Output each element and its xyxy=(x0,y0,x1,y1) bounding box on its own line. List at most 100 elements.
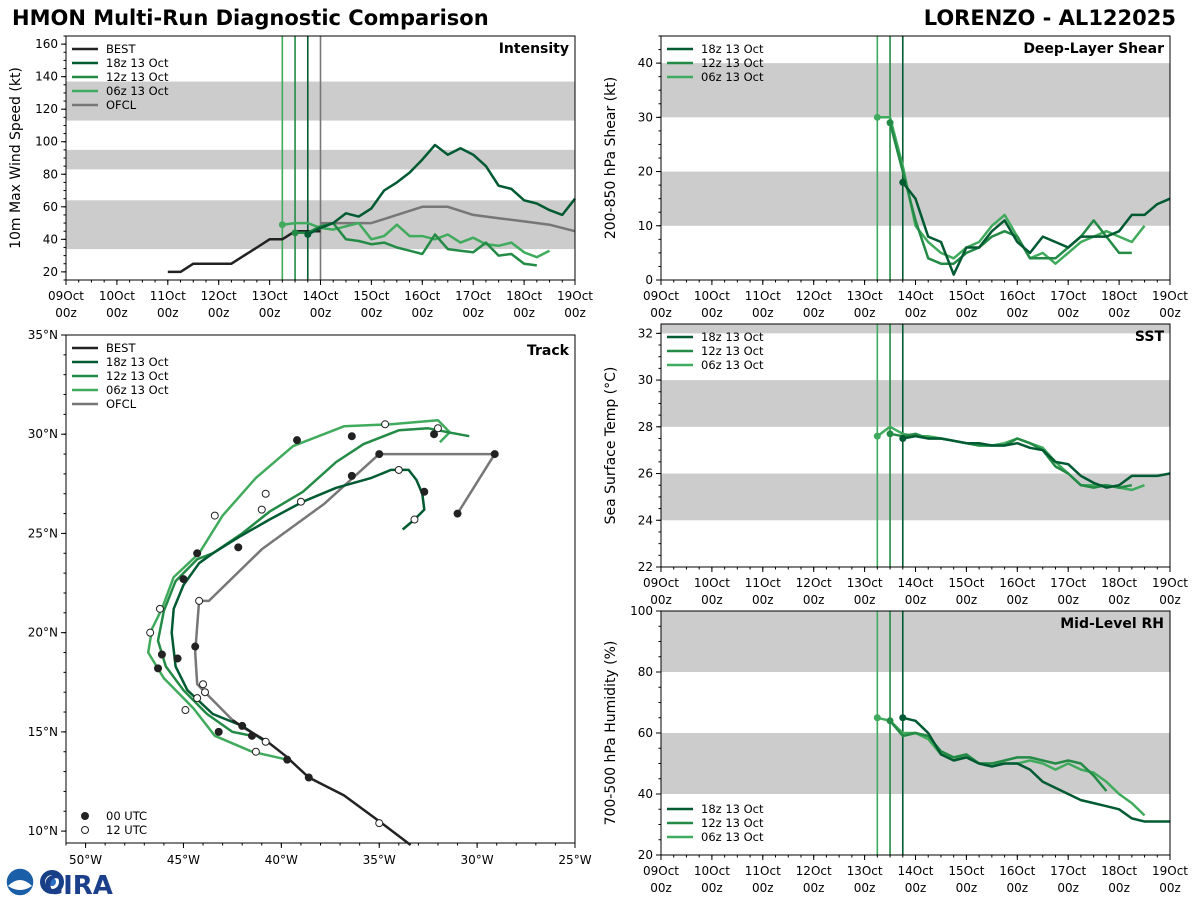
track-legend-label: 06z 13 Oct xyxy=(106,383,169,397)
track-marker-00utc xyxy=(453,509,462,518)
intensity-ytick-label: 160 xyxy=(35,37,58,51)
rh-legend-label: 12z 13 Oct xyxy=(701,816,764,830)
track-marker-00utc xyxy=(430,430,439,439)
shear-xtick-label-hour: 00z xyxy=(854,306,876,320)
intensity-init-point xyxy=(291,229,299,237)
sst-ytick-label: 26 xyxy=(638,467,653,481)
track-marker-12utc xyxy=(433,424,442,433)
sst-xtick-label: 15Oct xyxy=(948,576,984,590)
intensity-series-run18 xyxy=(307,143,576,236)
rh-ytick-label: 60 xyxy=(638,726,653,740)
intensity-xtick-label: 10Oct xyxy=(99,289,135,303)
noaa-cira-logo: CIRA xyxy=(4,866,114,901)
shear-ytick-label: 10 xyxy=(638,219,653,233)
intensity-ylabel: 10m Max Wind Speed (kt) xyxy=(8,67,24,249)
sst-xtick-label-hour: 00z xyxy=(752,593,774,607)
shear-xtick-label-hour: 00z xyxy=(1108,306,1130,320)
shear-xtick-label-hour: 00z xyxy=(650,306,672,320)
intensity-series-run06 xyxy=(282,221,551,259)
track-marker-00utc xyxy=(154,664,163,673)
rh-xtick-label: 15Oct xyxy=(948,864,984,878)
rh-xtick-label: 17Oct xyxy=(1050,864,1086,878)
intensity-ytick-label: 100 xyxy=(35,135,58,149)
shear-ytick-label: 30 xyxy=(638,110,653,124)
rh-xtick-label-hour: 00z xyxy=(701,881,723,895)
rh-xtick-label-hour: 00z xyxy=(1108,881,1130,895)
track-marker-12utc xyxy=(251,747,260,756)
track-frame xyxy=(65,334,576,844)
shear-xtick-label: 19Oct xyxy=(1152,289,1188,303)
sst-xtick-label: 17Oct xyxy=(1050,576,1086,590)
rh-xtick-label-hour: 00z xyxy=(1057,881,1079,895)
intensity-xtick-label-hour: 00z xyxy=(462,306,484,320)
intensity-xtick-label-hour: 00z xyxy=(564,306,586,320)
track-marker-00utc xyxy=(247,731,256,740)
intensity-legend-label: 18z 13 Oct xyxy=(106,56,169,70)
intensity-chart: 20 40 60 80 100 120 140 160 09Oct 00z 10Oct 00z 11Oc… xyxy=(8,35,593,320)
sst-xtick-label: 11Oct xyxy=(745,576,781,590)
sst-xtick-label-hour: 00z xyxy=(905,593,927,607)
sst-xtick-label-hour: 00z xyxy=(956,593,978,607)
sst-xtick-label: 19Oct xyxy=(1152,576,1188,590)
rh-init-point xyxy=(886,717,894,725)
sst-xtick-label-hour: 00z xyxy=(1057,593,1079,607)
track-marker-00utc xyxy=(238,721,247,730)
rh-xtick-label: 18Oct xyxy=(1101,864,1137,878)
sst-ytick-label: 22 xyxy=(638,560,653,574)
track-xtick-label: 30°W xyxy=(461,853,494,867)
track-marker-00utc xyxy=(193,549,202,558)
shear-legend-label: 12z 13 Oct xyxy=(701,56,764,70)
track-marker-00utc xyxy=(191,642,200,651)
shear-band xyxy=(661,63,1170,118)
sst-band xyxy=(661,473,1170,521)
intensity-xtick-label-hour: 00z xyxy=(513,306,535,320)
rh-xtick-label: 13Oct xyxy=(847,864,883,878)
shear-xtick-label-hour: 00z xyxy=(905,306,927,320)
shear-panel-title: Deep-Layer Shear xyxy=(1023,41,1164,57)
rh-series-run18 xyxy=(902,716,1170,823)
rh-xtick-label: 09Oct xyxy=(643,864,679,878)
rh-xtick-label-hour: 00z xyxy=(752,881,774,895)
track-marker-00utc xyxy=(179,575,188,584)
shear-xtick-label-hour: 00z xyxy=(752,306,774,320)
track-marker-legend-label: 00 UTC xyxy=(106,809,147,823)
intensity-xtick-label-hour: 00z xyxy=(208,306,230,320)
shear-xtick-label-hour: 00z xyxy=(1057,306,1079,320)
sst-xtick-label: 09Oct xyxy=(643,576,679,590)
intensity-xtick-label: 18Oct xyxy=(506,289,542,303)
sst-legend-label: 18z 13 Oct xyxy=(701,330,764,344)
intensity-xtick-label-hour: 00z xyxy=(106,306,128,320)
rh-xtick-label-hour: 00z xyxy=(1159,881,1181,895)
track-marker-00utc xyxy=(420,487,429,496)
sst-xtick-label: 14Oct xyxy=(897,576,933,590)
sst-xtick-label-hour: 00z xyxy=(854,593,876,607)
intensity-xtick-label: 11Oct xyxy=(150,289,186,303)
track-legend-label: 18z 13 Oct xyxy=(106,355,169,369)
sst-xtick-label-hour: 00z xyxy=(701,593,723,607)
figure-title-left: HMON Multi-Run Diagnostic Comparison xyxy=(12,6,489,30)
shear-xtick-label: 11Oct xyxy=(745,289,781,303)
intensity-xtick-label: 12Oct xyxy=(201,289,237,303)
intensity-init-point xyxy=(278,221,286,229)
intensity-legend-label: BEST xyxy=(106,42,136,56)
shear-xtick-label-hour: 00z xyxy=(1007,306,1029,320)
rh-xtick-label-hour: 00z xyxy=(1007,881,1029,895)
noaa-logo-icon xyxy=(5,867,35,897)
track-marker-12utc xyxy=(199,680,208,689)
intensity-xtick-label-hour: 00z xyxy=(412,306,434,320)
shear-ytick-label: 0 xyxy=(645,273,653,287)
track-marker-12utc xyxy=(261,737,270,746)
track-ytick-label: 15°N xyxy=(28,725,58,739)
sst-xtick-label: 16Oct xyxy=(999,576,1035,590)
track-panel-title: Track xyxy=(527,343,570,359)
shear-xtick-label-hour: 00z xyxy=(1159,306,1181,320)
rh-xtick-label: 14Oct xyxy=(897,864,933,878)
track-marker-00utc xyxy=(347,471,356,480)
track-series-run18 xyxy=(170,468,426,743)
shear-ylabel: 200-850 hPa Shear (kt) xyxy=(603,77,619,239)
rh-legend-label: 18z 13 Oct xyxy=(701,802,764,816)
sst-ytick-label: 30 xyxy=(638,373,653,387)
track-marker-12utc xyxy=(410,515,419,524)
track-legend-label: OFCL xyxy=(106,397,137,411)
